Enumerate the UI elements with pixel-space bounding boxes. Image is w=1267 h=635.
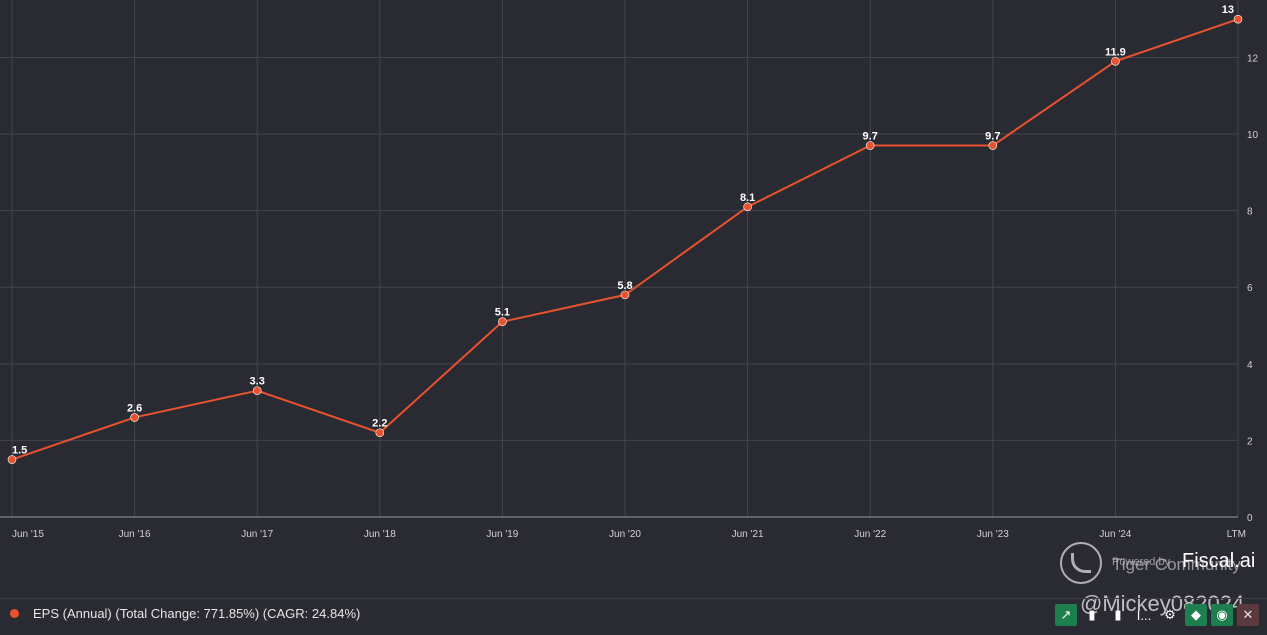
eps-line-chart: Jun '15 Jun '16 Jun '17 Jun '18 Jun '19 Jun '… <box>0 0 1259 540</box>
powered-by-text: Powered by <box>1112 556 1171 568</box>
bar-chart-icon: ▮ <box>1088 607 1096 622</box>
data-point[interactable] <box>620 290 630 300</box>
eps-data-points <box>7 14 1243 464</box>
data-point[interactable] <box>865 141 875 150</box>
stacked-bar-icon: ▮ <box>1114 607 1122 622</box>
data-point[interactable] <box>130 413 139 422</box>
x-tick-label: Jun '16 <box>119 529 151 540</box>
y-tick-label: 0 <box>1247 513 1253 524</box>
legend[interactable]: EPS (Annual) (Total Change: 771.85%) (CA… <box>10 606 360 621</box>
data-point[interactable] <box>7 455 17 464</box>
data-point[interactable] <box>743 202 752 212</box>
data-label: 1.5 <box>12 445 27 457</box>
y-tick-label: 4 <box>1247 360 1253 371</box>
fiscal-ai-brand: Fiscal.ai <box>1182 550 1256 572</box>
legend-label: EPS (Annual) (Total Change: 771.85%) (CA… <box>33 606 361 621</box>
tag-icon: ◆ <box>1191 607 1201 622</box>
data-point[interactable] <box>1111 56 1120 66</box>
more-button[interactable]: I... <box>1133 604 1155 626</box>
y-tick-label: 8 <box>1247 207 1253 218</box>
visibility-button[interactable]: ◉ <box>1211 604 1233 626</box>
more-icon: I... <box>1136 607 1152 623</box>
chart-toolbar: ↗ ▮ ▮ I... ⚙ ◆ ◉ ✕ <box>1055 604 1259 626</box>
eye-icon: ◉ <box>1216 607 1228 622</box>
data-label: 2.6 <box>127 402 142 414</box>
settings-button[interactable]: ⚙ <box>1159 604 1181 626</box>
data-label: 9.7 <box>863 131 878 143</box>
data-label: 11.9 <box>1105 46 1126 58</box>
data-label: 2.2 <box>372 418 387 430</box>
data-label: 9.7 <box>985 131 1000 143</box>
data-label: 8.1 <box>740 192 755 204</box>
tiger-community-text: Tiger Community <box>1112 555 1241 574</box>
watermark: Powered by Tiger Community Fiscal.ai <box>1060 542 1260 586</box>
y-axis-tick-labels: 0 2 4 6 8 10 12 <box>1247 53 1259 524</box>
close-button[interactable]: ✕ <box>1237 604 1259 626</box>
x-tick-label: Jun '20 <box>609 529 641 540</box>
trend-line-icon: ↗ <box>1060 607 1072 622</box>
tag-button[interactable]: ◆ <box>1185 604 1207 626</box>
x-tick-label: Jun '17 <box>241 529 273 540</box>
x-tick-label: Jun '23 <box>977 529 1009 540</box>
x-tick-label: Jun '22 <box>854 529 886 540</box>
data-point[interactable] <box>498 317 507 326</box>
y-tick-label: 12 <box>1247 53 1259 64</box>
x-tick-label: Jun '24 <box>1099 529 1131 540</box>
bar-chart-button[interactable]: ▮ <box>1081 604 1103 626</box>
vertical-gridlines <box>11 0 1239 517</box>
data-point[interactable] <box>252 386 262 395</box>
data-point[interactable] <box>375 428 385 438</box>
tiger-logo-icon <box>1060 542 1102 584</box>
data-point[interactable] <box>1233 14 1243 24</box>
x-tick-label: Jun '19 <box>486 529 518 540</box>
data-label: 5.8 <box>617 280 632 292</box>
x-tick-label: LTM <box>1227 529 1246 540</box>
gear-icon: ⚙ <box>1164 607 1176 622</box>
footer-divider <box>0 598 1267 599</box>
eps-data-labels: 1.5 2.6 3.3 2.2 5.1 5.8 8.1 9.7 9.7 11.9 13 <box>12 4 1234 456</box>
data-label: 5.1 <box>495 307 510 319</box>
y-tick-label: 2 <box>1247 436 1253 447</box>
close-icon: ✕ <box>1242 607 1254 622</box>
x-tick-label: Jun '21 <box>732 529 764 540</box>
trend-line-button[interactable]: ↗ <box>1055 604 1077 626</box>
stacked-bar-button[interactable]: ▮ <box>1107 604 1129 626</box>
horizontal-gridlines <box>0 56 1238 441</box>
data-point[interactable] <box>988 141 998 150</box>
x-axis-tick-labels: Jun '15 Jun '16 Jun '17 Jun '18 Jun '19 Jun '… <box>12 529 1246 540</box>
y-tick-label: 6 <box>1247 283 1253 294</box>
x-tick-label: Jun '15 <box>12 529 44 540</box>
x-tick-label: Jun '18 <box>364 529 396 540</box>
legend-dot-icon <box>10 609 19 618</box>
y-tick-label: 10 <box>1247 130 1259 141</box>
data-label: 3.3 <box>250 376 265 388</box>
data-label: 13 <box>1222 4 1234 16</box>
